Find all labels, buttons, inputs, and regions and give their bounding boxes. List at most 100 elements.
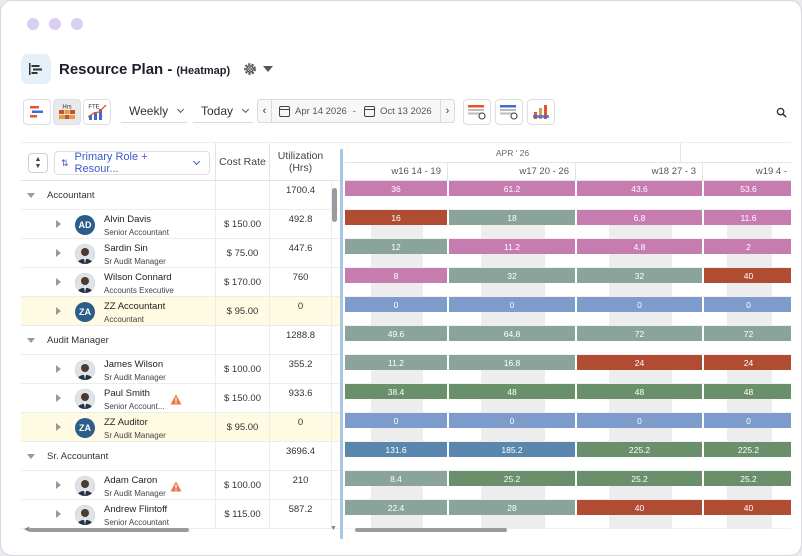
expand-triangle-icon[interactable] bbox=[56, 307, 61, 315]
resource-row[interactable]: Adam Caron Sr Audit Manager $ 100.00 210 bbox=[21, 471, 340, 500]
resource-name[interactable]: Sardin Sin bbox=[104, 243, 148, 254]
vertical-scrollbar[interactable] bbox=[332, 188, 337, 222]
heatmap-bar[interactable]: 25.2 bbox=[704, 471, 791, 486]
resource-name[interactable]: Wilson Connard bbox=[104, 272, 172, 283]
heatmap-bar[interactable]: 72 bbox=[704, 326, 791, 341]
column-settings-button[interactable] bbox=[495, 99, 523, 125]
heatmap-cell[interactable]: 11.2 bbox=[345, 355, 448, 384]
expand-triangle-icon[interactable] bbox=[56, 365, 61, 373]
heatmap-cell[interactable]: 64.8 bbox=[449, 326, 576, 355]
heatmap-cell[interactable]: 8.4 bbox=[345, 471, 448, 500]
heatmap-bar[interactable]: 43.6 bbox=[577, 181, 702, 196]
resource-name[interactable]: ZZ Accountant bbox=[104, 301, 166, 312]
heatmap-bar[interactable]: 0 bbox=[345, 297, 447, 312]
date-from[interactable]: Apr 14 2026 bbox=[295, 105, 347, 117]
heatmap-cell[interactable]: 48 bbox=[704, 384, 791, 413]
resource-name[interactable]: Alvin Davis bbox=[104, 214, 151, 225]
window-dot-minimize[interactable] bbox=[49, 18, 61, 30]
expand-triangle-icon[interactable] bbox=[56, 510, 61, 518]
heatmap-cell[interactable]: 22.4 bbox=[345, 500, 448, 529]
heatmap-cell[interactable]: 0 bbox=[704, 413, 791, 442]
heatmap-bar[interactable]: 2 bbox=[704, 239, 791, 254]
heatmap-bar[interactable]: 0 bbox=[345, 413, 447, 428]
heatmap-bar[interactable]: 11.6 bbox=[704, 210, 791, 225]
group-by-filter[interactable]: ⇅ Primary Role + Resour... bbox=[54, 151, 210, 175]
heatmap-bar[interactable]: 8.4 bbox=[345, 471, 447, 486]
resource-name[interactable]: James Wilson bbox=[104, 359, 164, 370]
scroll-left-arrow-icon[interactable]: ◀ bbox=[24, 526, 30, 533]
heatmap-bar[interactable]: 22.4 bbox=[345, 500, 447, 515]
pane-splitter[interactable] bbox=[340, 149, 343, 539]
heatmap-cell[interactable]: 2 bbox=[704, 239, 791, 268]
heatmap-bar[interactable]: 16 bbox=[345, 210, 447, 225]
heatmap-cell[interactable]: 11.6 bbox=[704, 210, 791, 239]
heatmap-cell[interactable]: 18 bbox=[449, 210, 576, 239]
heatmap-cell[interactable]: 0 bbox=[449, 297, 576, 326]
resource-row[interactable]: AD Alvin Davis Senior Accountant $ 150.00 49… bbox=[21, 210, 340, 239]
heatmap-cell[interactable]: 25.2 bbox=[704, 471, 791, 500]
resource-name[interactable]: Adam Caron bbox=[104, 475, 158, 486]
heatmap-bar[interactable]: 0 bbox=[577, 413, 702, 428]
heatmap-bar[interactable]: 32 bbox=[449, 268, 575, 283]
hrs-heatmap-button[interactable]: Hrs bbox=[53, 99, 81, 125]
heatmap-cell[interactable]: 0 bbox=[704, 297, 791, 326]
collapse-triangle-icon[interactable] bbox=[27, 193, 35, 198]
heatmap-bar[interactable]: 24 bbox=[577, 355, 702, 370]
warning-icon[interactable] bbox=[170, 392, 182, 405]
heatmap-cell[interactable]: 43.6 bbox=[577, 181, 703, 210]
heatmap-bar[interactable]: 4.8 bbox=[577, 239, 702, 254]
expand-triangle-icon[interactable] bbox=[56, 481, 61, 489]
heatmap-cell[interactable]: 48 bbox=[449, 384, 576, 413]
heatmap-cell[interactable]: 32 bbox=[449, 268, 576, 297]
heatmap-cell[interactable]: 32 bbox=[577, 268, 703, 297]
heatmap-cell[interactable]: 24 bbox=[704, 355, 791, 384]
cost-rate-header[interactable]: Cost Rate bbox=[215, 143, 269, 181]
heatmap-bar[interactable]: 40 bbox=[704, 268, 791, 283]
heatmap-cell[interactable]: 225.2 bbox=[577, 442, 703, 471]
heatmap-bar[interactable]: 16.8 bbox=[449, 355, 575, 370]
heatmap-bar[interactable]: 225.2 bbox=[704, 442, 791, 457]
heatmap-bar[interactable]: 0 bbox=[449, 413, 575, 428]
utilization-header[interactable]: Utilization (Hrs) bbox=[269, 143, 331, 181]
expand-triangle-icon[interactable] bbox=[56, 278, 61, 286]
sort-toggle-button[interactable]: ▲ ▼ bbox=[28, 153, 48, 173]
search-button[interactable] bbox=[767, 99, 795, 125]
date-range-picker[interactable]: ‹ Apr 14 2026 - Oct 13 2026 › bbox=[257, 99, 455, 123]
heatmap-cell[interactable]: 8 bbox=[345, 268, 448, 297]
heatmap-cell[interactable]: 0 bbox=[345, 297, 448, 326]
heatmap-cell[interactable]: 53.6 bbox=[704, 181, 791, 210]
gear-icon[interactable] bbox=[242, 61, 258, 77]
heatmap-cell[interactable]: 40 bbox=[704, 268, 791, 297]
heatmap-cell[interactable]: 11.2 bbox=[449, 239, 576, 268]
heatmap-cell[interactable]: 40 bbox=[577, 500, 703, 529]
resource-row[interactable]: James Wilson Sr Audit Manager $ 100.00 355.… bbox=[21, 355, 340, 384]
heatmap-cell[interactable]: 72 bbox=[704, 326, 791, 355]
today-select[interactable]: Today bbox=[193, 99, 253, 123]
heatmap-bar[interactable]: 18 bbox=[449, 210, 575, 225]
resource-row[interactable]: Andrew Flintoff Senior Accountant $ 115.00… bbox=[21, 500, 340, 529]
heatmap-cell[interactable]: 16 bbox=[345, 210, 448, 239]
warning-icon[interactable] bbox=[170, 479, 182, 492]
heatmap-bar[interactable]: 40 bbox=[577, 500, 702, 515]
heatmap-cell[interactable]: 12 bbox=[345, 239, 448, 268]
heatmap-cell[interactable]: 0 bbox=[577, 413, 703, 442]
heatmap-cell[interactable]: 28 bbox=[449, 500, 576, 529]
heatmap-bar[interactable]: 0 bbox=[449, 297, 575, 312]
gantt-view-button[interactable] bbox=[23, 99, 51, 125]
heatmap-bar[interactable]: 48 bbox=[704, 384, 791, 399]
heatmap-bar[interactable]: 6.8 bbox=[577, 210, 702, 225]
fte-view-button[interactable]: FTE bbox=[83, 99, 111, 125]
heatmap-bar[interactable]: 0 bbox=[704, 413, 791, 428]
heatmap-bar[interactable]: 131.6 bbox=[345, 442, 447, 457]
date-to[interactable]: Oct 13 2026 bbox=[379, 105, 432, 117]
group-row[interactable]: Audit Manager 1288.8 bbox=[21, 326, 340, 355]
resource-row[interactable]: Sardin Sin Sr Audit Manager $ 75.00 447.6 bbox=[21, 239, 340, 268]
heatmap-cell[interactable]: 131.6 bbox=[345, 442, 448, 471]
heatmap-cell[interactable]: 4.8 bbox=[577, 239, 703, 268]
heatmap-cell[interactable]: 0 bbox=[449, 413, 576, 442]
heatmap-cell[interactable]: 48 bbox=[577, 384, 703, 413]
heatmap-cell[interactable]: 25.2 bbox=[577, 471, 703, 500]
heatmap-cell[interactable]: 6.8 bbox=[577, 210, 703, 239]
heatmap-bar[interactable]: 28 bbox=[449, 500, 575, 515]
date-prev-arrow-icon[interactable]: ‹ bbox=[258, 100, 272, 122]
